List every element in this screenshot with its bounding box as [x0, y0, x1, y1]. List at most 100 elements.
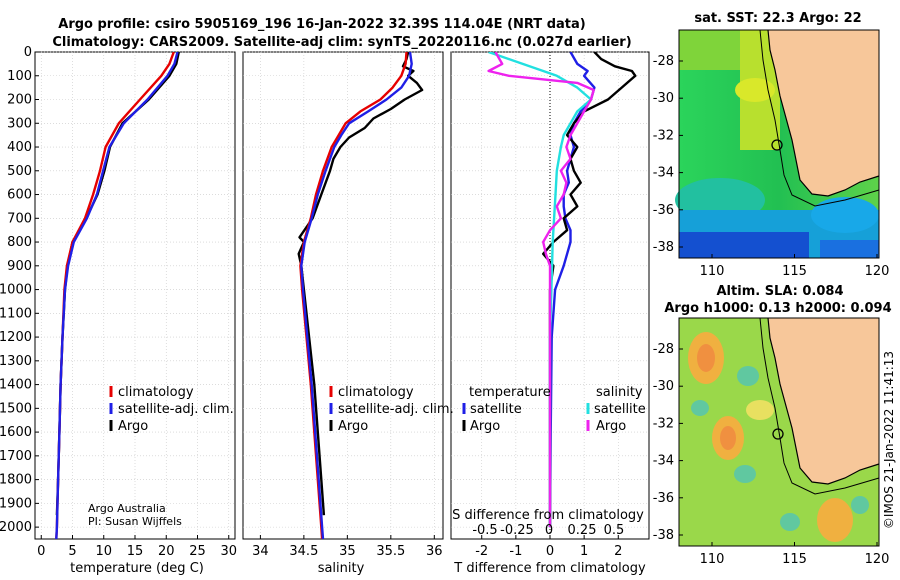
sla-high-anomaly — [817, 498, 853, 542]
series-line-satellite-adj-clim- — [300, 52, 413, 539]
depth-tick-label: 0 — [24, 45, 32, 60]
sla-shelf-contour — [759, 317, 880, 495]
sla-coastline — [767, 317, 880, 485]
x-tick-label: -1 — [509, 544, 522, 559]
legend-heading-temperature: temperature — [469, 385, 551, 400]
difference-xlabel-top: S difference from climatology — [452, 508, 644, 523]
map-lat-label: -34 — [653, 454, 674, 469]
x-tick-label: 34.5 — [289, 544, 318, 559]
map-lon-label: 120 — [865, 264, 890, 279]
s-tick-label: 0.5 — [604, 523, 625, 538]
map-lon-label: 115 — [782, 552, 807, 567]
sst-map-title: sat. SST: 22.3 Argo: 22 — [694, 11, 861, 26]
imos-credit: ©IMOS 21-Jan-2022 11:41:13 — [882, 351, 896, 529]
map-lat-label: -30 — [653, 379, 674, 394]
map-lat-label: -36 — [653, 203, 674, 218]
depth-tick-label: 500 — [7, 164, 32, 179]
legend-label-climatology: climatology — [118, 385, 194, 400]
x-tick-label: 20 — [158, 544, 175, 559]
depth-tick-label: 1400 — [0, 378, 32, 393]
sst-warm-patch — [735, 78, 775, 102]
sla-low-anomaly — [780, 513, 800, 531]
depth-tick-label: 1600 — [0, 425, 32, 440]
x-tick-label: 34 — [252, 544, 269, 559]
depth-tick-label: 1800 — [0, 473, 32, 488]
figure-title-line1: Argo profile: csiro 5905169_196 16-Jan-2… — [58, 17, 585, 32]
sst-southwest-cold — [820, 240, 879, 258]
legend-label-climatology: climatology — [338, 385, 414, 400]
x-tick-label: 5 — [68, 544, 76, 559]
map-lon-label: 110 — [700, 552, 725, 567]
depth-tick-label: 900 — [7, 259, 32, 274]
x-tick-label: 36 — [426, 544, 443, 559]
x-tick-label: 10 — [95, 544, 112, 559]
depth-tick-label: 600 — [7, 188, 32, 203]
map-lat-label: -38 — [653, 528, 674, 543]
x-tick-label: -2 — [475, 544, 488, 559]
credit-organisation: Argo Australia — [88, 502, 166, 515]
legend-label-s-argo: Argo — [596, 419, 626, 434]
sla-map — [678, 317, 880, 547]
map-lat-label: -30 — [653, 91, 674, 106]
x-tick-label: 0 — [37, 544, 45, 559]
legend-label-argo: Argo — [118, 419, 148, 434]
series-line-argo — [297, 52, 424, 516]
map-axis-ticks: -28 -30 -32 -34 -36 -38 110 115 120 -28 -30 -32 -34 -… — [653, 54, 890, 567]
sla-high-anomaly-core — [697, 344, 715, 372]
temperature-legend: climatology satellite-adj. clim. Argo — [109, 385, 234, 434]
depth-tick-label: 1300 — [0, 354, 32, 369]
sla-argo-position-marker — [772, 428, 784, 440]
x-tick-label: 1 — [580, 544, 588, 559]
depth-tick-label: 2000 — [0, 520, 32, 535]
series-line-t-argo — [542, 52, 637, 528]
depth-tick-label: 100 — [7, 69, 32, 84]
sla-low-anomaly — [737, 366, 759, 386]
legend-heading-salinity: salinity — [596, 385, 643, 400]
credit-pi: PI: Susan Wijffels — [88, 515, 182, 528]
salinity-xlabel: salinity — [318, 561, 365, 576]
legend-label-s-satellite: satellite — [594, 402, 646, 417]
map-lon-label: 115 — [782, 264, 807, 279]
depth-tick-label: 700 — [7, 211, 32, 226]
x-tick-label: 2 — [614, 544, 622, 559]
sst-map-frame — [678, 29, 880, 259]
sst-map — [675, 29, 880, 259]
sst-argo-position-marker — [771, 139, 783, 151]
depth-tick-label: 800 — [7, 235, 32, 250]
sst-south-cold-band — [679, 232, 809, 258]
depth-tick-label: 1500 — [0, 401, 32, 416]
sla-map-frame — [678, 317, 880, 547]
map-lon-label: 120 — [865, 552, 890, 567]
map-lat-label: -36 — [653, 491, 674, 506]
depth-tick-label: 1000 — [0, 283, 32, 298]
series-lines — [55, 52, 637, 539]
legend-label-satellite-adj: satellite-adj. clim. — [338, 402, 454, 417]
salinity-legend: climatology satellite-adj. clim. Argo — [329, 385, 454, 434]
sst-shelf-contour — [759, 29, 880, 207]
x-tick-label: 35.5 — [376, 544, 405, 559]
legend-label-t-argo: Argo — [470, 419, 500, 434]
map-lat-label: -32 — [653, 416, 674, 431]
salinity-diff-ticks: -0.5 -0.25 0 0.25 0.5 — [472, 523, 624, 538]
sla-map-title-line1: Altim. SLA: 0.084 — [717, 284, 844, 299]
depth-tick-label: 1200 — [0, 330, 32, 345]
difference-legend: temperature satellite Argo salinity sate… — [462, 385, 646, 434]
sla-high-anomaly-core — [720, 426, 736, 450]
sst-coastline — [767, 29, 880, 197]
series-line-t-satellite — [548, 52, 596, 528]
map-lon-label: 110 — [700, 264, 725, 279]
axis-ticks: 0100200300400500600700800900100011001200… — [0, 45, 622, 559]
depth-tick-label: 1900 — [0, 496, 32, 511]
map-lat-label: -34 — [653, 166, 674, 181]
sla-land — [768, 318, 879, 484]
s-tick-label: -0.5 — [472, 523, 497, 538]
legend-label-satellite-adj: satellite-adj. clim. — [118, 402, 234, 417]
depth-tick-label: 1100 — [0, 306, 32, 321]
map-lat-label: -28 — [653, 342, 674, 357]
x-tick-label: 30 — [220, 544, 237, 559]
s-tick-label: -0.25 — [500, 523, 534, 538]
depth-tick-label: 1700 — [0, 449, 32, 464]
map-lat-label: -32 — [653, 128, 674, 143]
x-tick-label: 0 — [546, 544, 554, 559]
